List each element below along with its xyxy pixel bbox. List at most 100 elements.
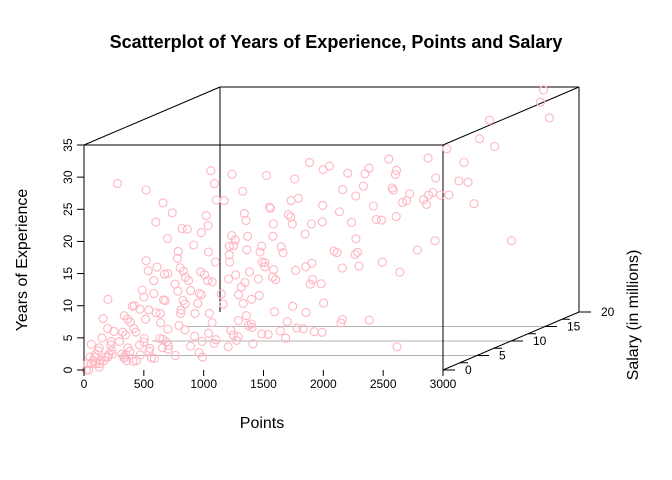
data-point [278, 248, 288, 258]
box-edge [83, 86, 221, 146]
data-point [286, 212, 296, 222]
chart-title: Scatterplot of Years of Experience, Poin… [110, 32, 563, 52]
data-point [309, 327, 319, 337]
data-point [245, 267, 255, 277]
data-point [149, 288, 159, 299]
data-point [180, 299, 190, 309]
data-point [484, 115, 495, 125]
data-point [224, 241, 234, 251]
data-point [263, 330, 273, 340]
data-point [201, 211, 211, 221]
data-point [343, 168, 353, 178]
data-point [162, 233, 172, 244]
x-tick-label: 2000 [310, 377, 337, 391]
data-point [211, 195, 221, 205]
data-point [225, 257, 235, 267]
data-point [281, 333, 291, 343]
z-tick-label: 30 [61, 170, 75, 184]
data-point [176, 308, 186, 318]
data-point [141, 256, 151, 266]
data-point [203, 247, 214, 257]
data-point [139, 292, 149, 302]
data-point [268, 231, 278, 241]
data-point [190, 308, 200, 318]
data-point [390, 169, 400, 180]
data-point [241, 311, 251, 321]
data-point [193, 298, 203, 308]
data-point [261, 170, 271, 181]
data-point [163, 269, 173, 279]
data-point [242, 245, 252, 255]
data-point [98, 314, 108, 324]
data-point [364, 163, 374, 173]
data-point [286, 196, 296, 206]
data-point [118, 327, 128, 337]
data-point [103, 294, 113, 304]
data-point [257, 257, 267, 267]
data-point [412, 245, 422, 255]
data-point [538, 85, 549, 95]
data-point [238, 298, 248, 308]
z-axis-label: Years of Experience [14, 189, 31, 332]
data-point [544, 113, 554, 123]
plot-box [83, 86, 580, 371]
data-point [423, 190, 434, 200]
data-point [106, 346, 117, 356]
data-point [351, 234, 361, 244]
data-point [405, 189, 415, 199]
data-point [301, 307, 311, 317]
data-point [282, 317, 292, 327]
data-point [376, 215, 386, 225]
data-point [368, 201, 378, 211]
data-point [227, 169, 237, 179]
data-point [186, 286, 196, 296]
data-point [155, 308, 165, 318]
data-point [253, 274, 263, 284]
data-point [377, 257, 387, 267]
data-point [287, 219, 297, 229]
data-point [338, 185, 348, 195]
data-point [149, 353, 159, 363]
data-point [112, 179, 123, 189]
data-point [206, 166, 216, 176]
data-point [271, 275, 281, 285]
data-point [177, 224, 187, 234]
z-tick-label: 35 [61, 138, 75, 152]
data-point [318, 165, 328, 175]
y-tick-label: 0 [465, 363, 472, 377]
data-point [292, 323, 302, 333]
data-point [317, 327, 327, 337]
data-point [128, 356, 138, 366]
data-point [490, 141, 500, 152]
data-point [268, 272, 278, 282]
data-point [257, 329, 267, 339]
data-point [106, 340, 116, 350]
data-point [131, 327, 141, 337]
data-point [135, 304, 145, 314]
data-point [371, 214, 381, 225]
data-point [316, 279, 326, 289]
data-point [255, 247, 265, 257]
data-point [239, 208, 249, 218]
data-point [209, 179, 219, 189]
data-point [536, 97, 546, 107]
data-point [260, 262, 270, 272]
data-point [117, 349, 127, 359]
data-point [156, 318, 166, 328]
y-axis-label: Salary (in millions) [625, 250, 642, 381]
y-tick-label: 15 [567, 320, 581, 334]
data-point [352, 247, 363, 257]
data-point [238, 186, 248, 196]
data-point [231, 270, 241, 280]
data-point [190, 331, 200, 341]
data-point [120, 352, 130, 362]
data-point [288, 301, 298, 311]
data-point [86, 339, 96, 349]
data-point [354, 261, 364, 271]
data-point [246, 294, 257, 304]
data-point [442, 144, 452, 154]
y-tick-label: 5 [499, 349, 506, 363]
data-point [197, 336, 207, 346]
data-point [290, 174, 300, 184]
